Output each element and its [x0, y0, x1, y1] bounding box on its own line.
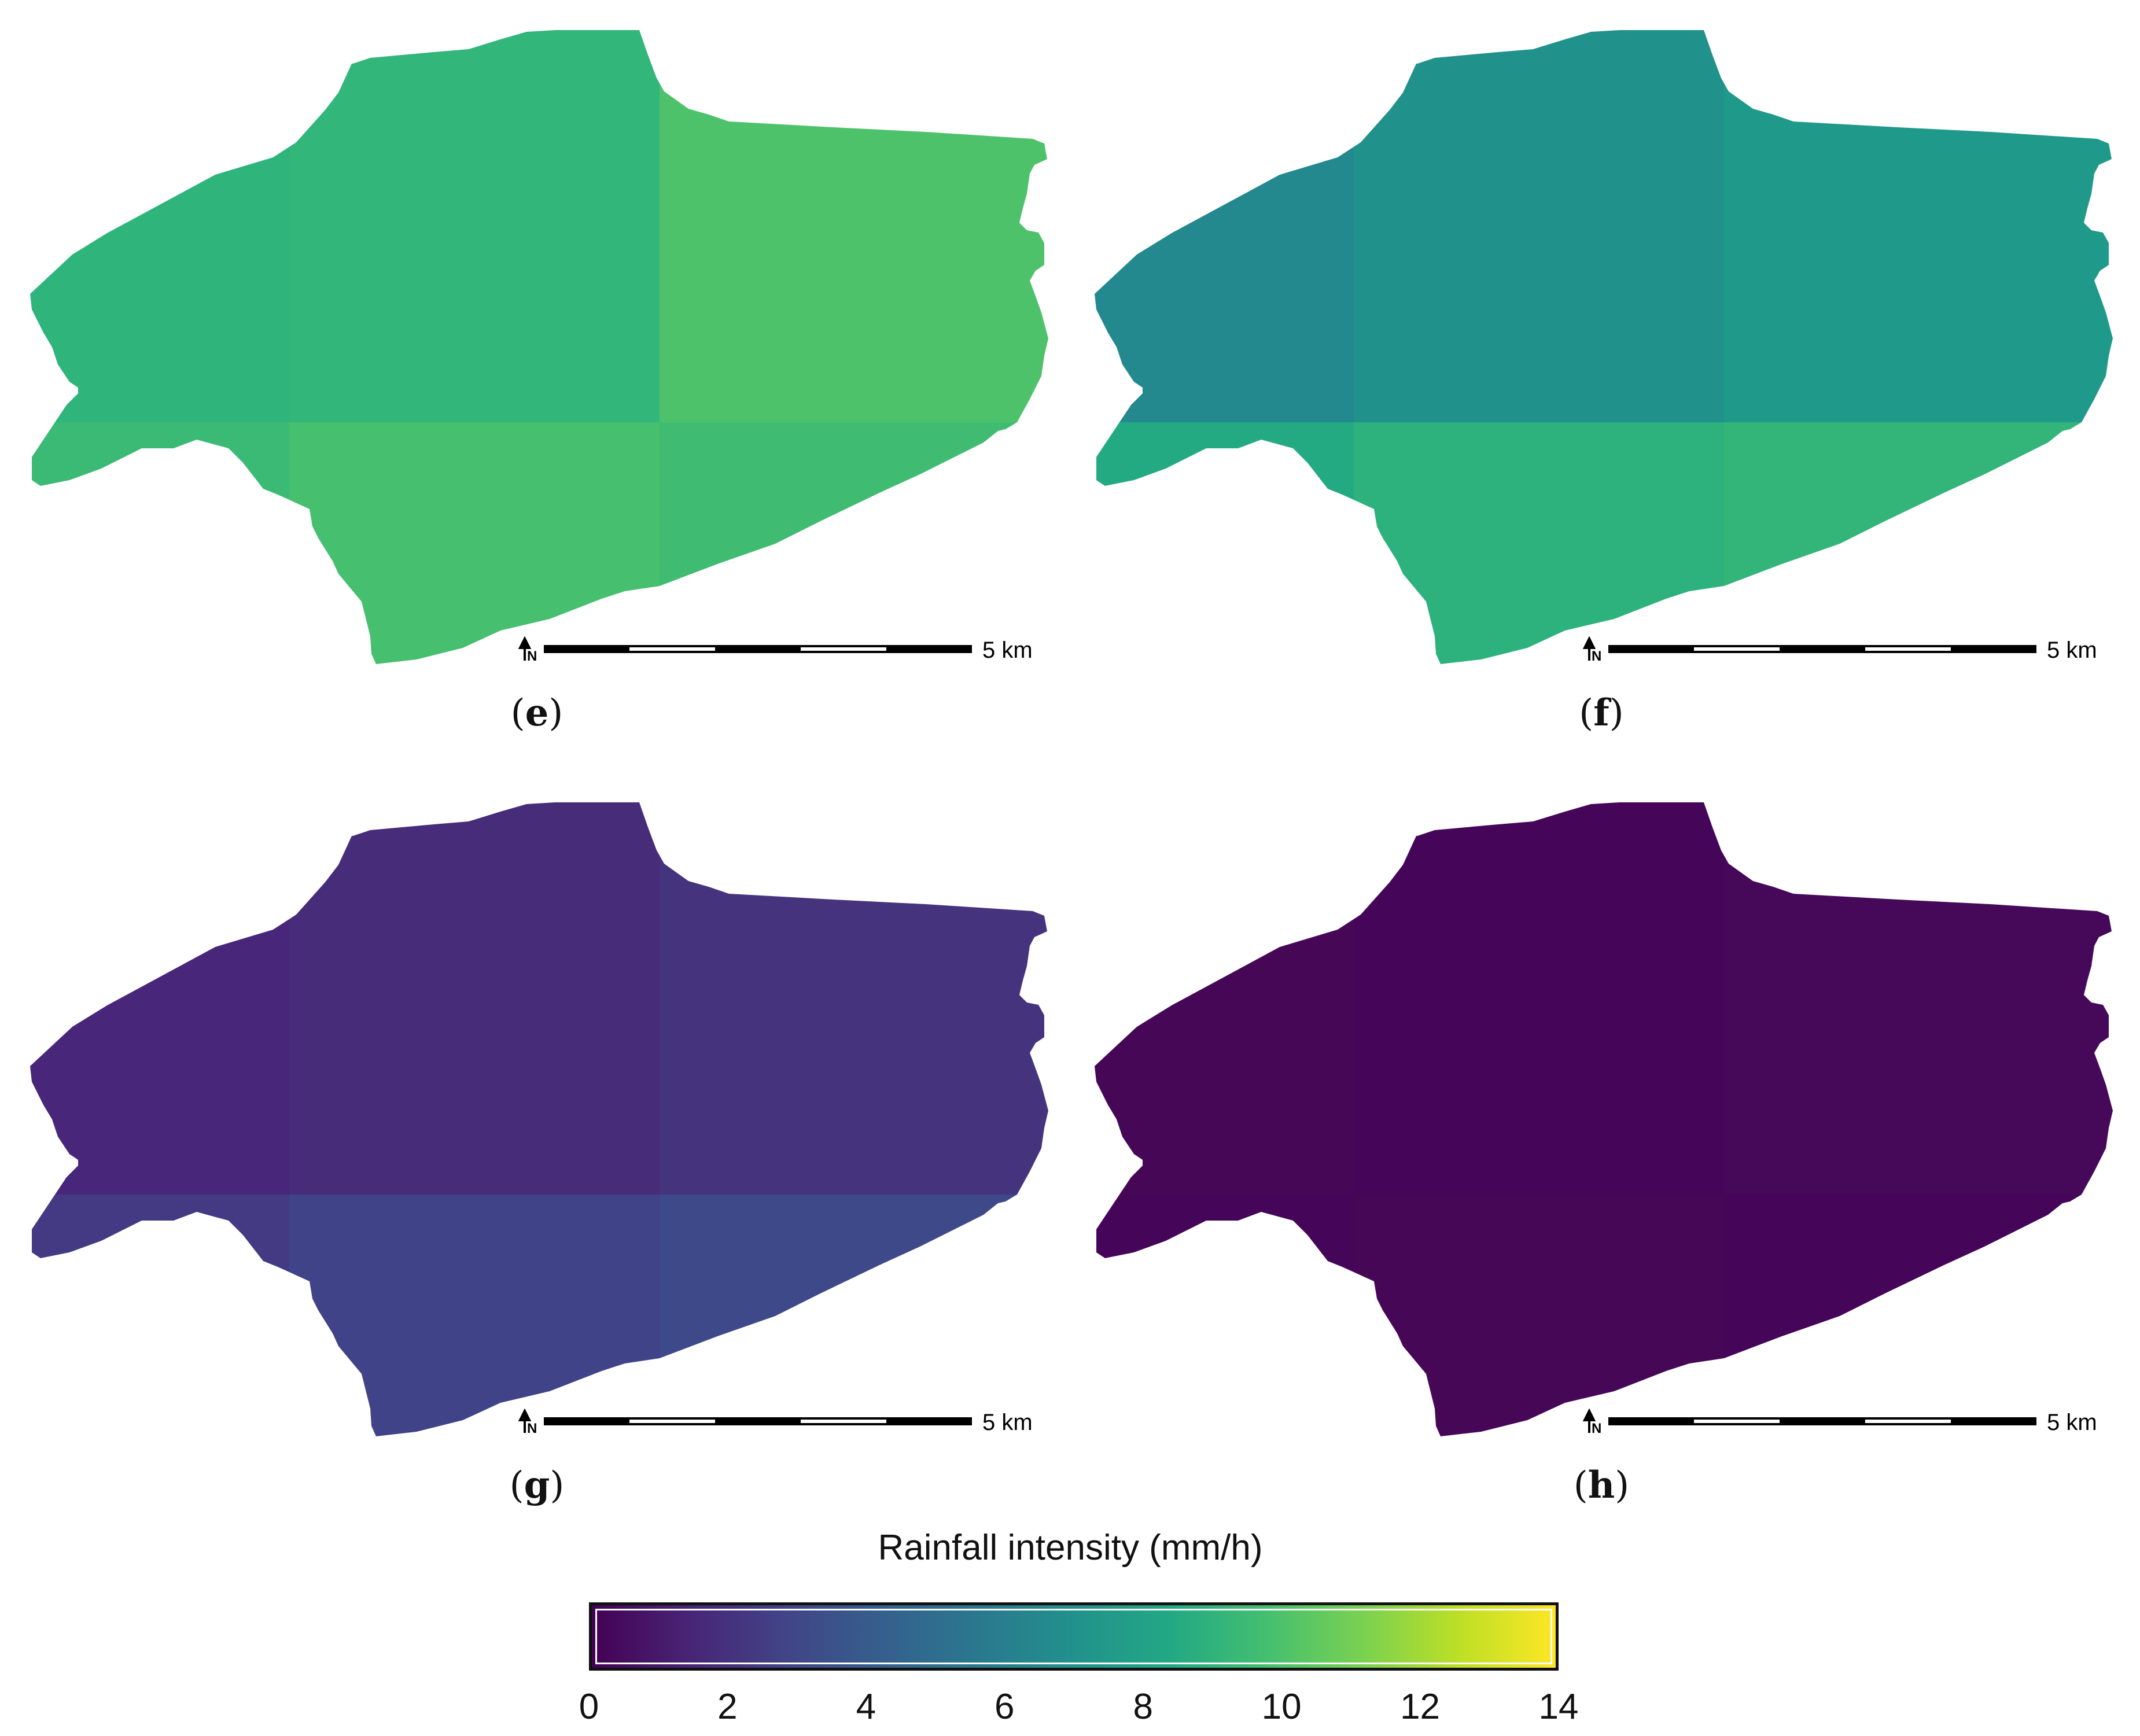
- scale-label: 5 km: [2047, 1410, 2097, 1435]
- rainfall-cell-nw: [30, 802, 289, 1195]
- scale-label: 5 km: [982, 637, 1033, 663]
- rainfall-cell-nm: [1354, 30, 1724, 422]
- panel-g: N 5 km: [23, 790, 1065, 1472]
- catchment-map: N 5 km: [30, 30, 1048, 664]
- caption-h: (h): [1573, 1464, 1630, 1507]
- colorbar-tick-label: 10: [1261, 1687, 1302, 1727]
- panel-e: N 5 km: [23, 17, 1065, 700]
- scale-label: 5 km: [2047, 637, 2097, 663]
- colorbar-tick-label: 4: [856, 1687, 876, 1727]
- rainfall-cell-sw: [1095, 422, 1354, 664]
- rainfall-cell-ne: [1724, 30, 2113, 422]
- colorbar-tick-label: 14: [1538, 1687, 1579, 1727]
- rainfall-cell-sw: [1095, 1195, 1354, 1436]
- svg-text:N: N: [1592, 1421, 1601, 1436]
- rainfall-cell-nm: [289, 30, 660, 422]
- north-arrow-icon: N: [518, 1408, 537, 1436]
- svg-text:N: N: [527, 1421, 537, 1436]
- colorbar: [589, 1602, 1559, 1671]
- north-arrow-icon: N: [518, 636, 537, 664]
- svg-text:N: N: [1592, 648, 1601, 664]
- rainfall-cell-sm: [1354, 422, 1724, 664]
- svg-text:N: N: [527, 648, 537, 664]
- rainfall-cell-ne: [660, 30, 1048, 422]
- rainfall-cell-nw: [1095, 802, 1354, 1195]
- rainfall-cell-sw: [30, 1195, 289, 1436]
- rainfall-cell-nm: [289, 802, 660, 1195]
- rainfall-cell-nw: [1095, 30, 1354, 422]
- panel-f: N 5 km: [1088, 17, 2129, 700]
- catchment-map: N 5 km: [1095, 30, 2113, 664]
- rainfall-cell-sm: [1354, 1195, 1724, 1436]
- caption-g: (g): [509, 1464, 565, 1507]
- rainfall-cell-ne: [1724, 802, 2113, 1195]
- scale-bar: 5 km: [1608, 1410, 2097, 1435]
- catchment-map: N 5 km: [1095, 802, 2113, 1436]
- colorbar-tick-label: 2: [717, 1687, 738, 1727]
- north-arrow-icon: N: [1582, 1408, 1601, 1436]
- north-arrow-icon: N: [1582, 636, 1601, 664]
- rainfall-cell-sw: [30, 422, 289, 664]
- panel-h: N 5 km: [1088, 790, 2129, 1472]
- scale-bar: 5 km: [1608, 637, 2097, 663]
- caption-f: (f): [1579, 691, 1624, 735]
- rainfall-cell-sm: [289, 422, 660, 664]
- scale-bar: 5 km: [544, 637, 1033, 663]
- catchment-map: N 5 km: [30, 802, 1048, 1436]
- scale-label: 5 km: [982, 1410, 1033, 1435]
- colorbar-tick-label: 0: [579, 1687, 599, 1727]
- caption-e: (e): [510, 691, 563, 735]
- scale-bar: 5 km: [544, 1410, 1033, 1435]
- rainfall-cell-ne: [660, 802, 1048, 1195]
- rainfall-cell-nm: [1354, 802, 1724, 1195]
- colorbar-tick-label: 12: [1400, 1687, 1441, 1727]
- colorbar-tick-label: 6: [995, 1687, 1015, 1727]
- rainfall-cell-sm: [289, 1195, 660, 1436]
- colorbar-tick-label: 8: [1133, 1687, 1153, 1727]
- rainfall-cell-nw: [30, 30, 289, 422]
- legend-title: Rainfall intensity (mm/h): [878, 1528, 1263, 1568]
